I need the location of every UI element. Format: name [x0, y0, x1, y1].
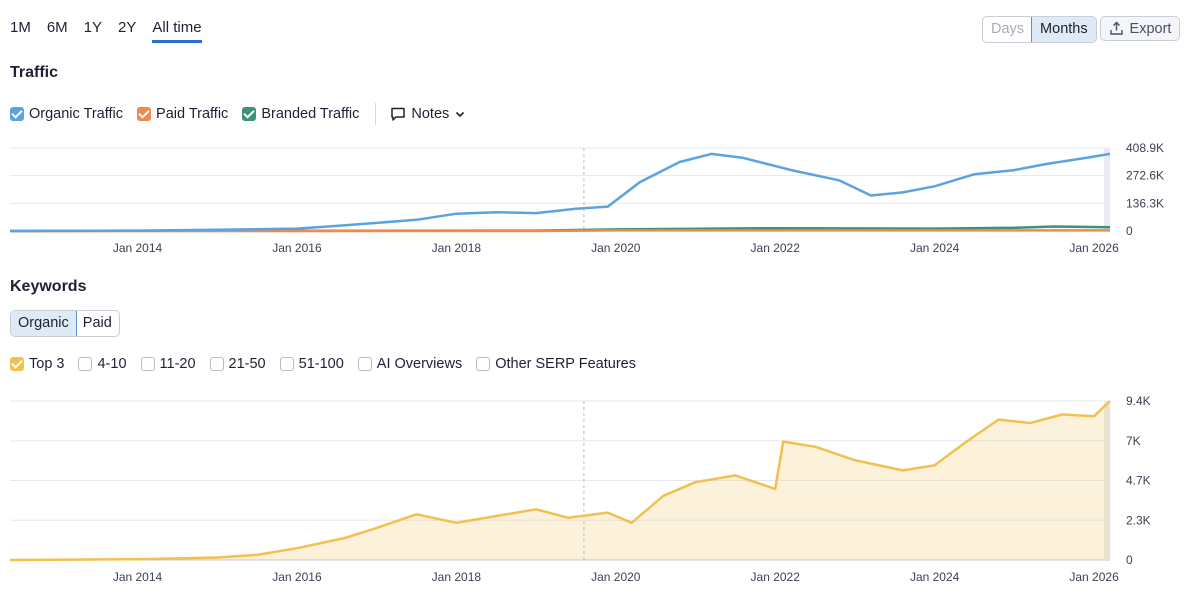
filter-51-100[interactable]: 51-100: [279, 356, 344, 372]
range-tab-all-time[interactable]: All time: [152, 19, 202, 43]
tab-organic[interactable]: Organic: [10, 311, 77, 336]
legend-divider: [375, 103, 377, 125]
checkbox-icon: [10, 107, 24, 121]
filter-21-50[interactable]: 21-50: [209, 356, 266, 372]
x-tick-label: Jan 2022: [751, 241, 801, 255]
filter-label: 51-100: [298, 356, 344, 372]
checkbox-icon: [209, 357, 224, 371]
x-tick-label: Jan 2024: [910, 570, 960, 584]
x-tick-label: Jan 2016: [272, 241, 322, 255]
checkbox-icon: [279, 357, 294, 371]
range-tab-2y[interactable]: 2Y: [118, 19, 137, 36]
x-tick-label: Jan 2018: [432, 570, 482, 584]
legend-label: Branded Traffic: [261, 106, 360, 122]
chevron-down-icon: [456, 111, 465, 118]
filter-top-3[interactable]: Top 3: [10, 356, 64, 372]
filter-4-10[interactable]: 4-10: [78, 356, 127, 372]
chart-edge-shade: [1104, 401, 1110, 560]
filter-other-serp-features[interactable]: Other SERP Features: [476, 356, 636, 372]
y-tick-label: 272.6K: [1126, 169, 1164, 183]
y-tick-label: 4.7K: [1126, 474, 1151, 488]
days-button[interactable]: Days: [991, 21, 1025, 37]
filter-label: 21-50: [228, 356, 266, 372]
x-tick-label: Jan 2026: [1069, 570, 1119, 584]
range-tab-1m[interactable]: 1M: [10, 19, 31, 36]
export-icon: [1109, 21, 1123, 35]
checkbox-icon: [137, 107, 152, 121]
y-tick-label: 9.4K: [1126, 394, 1151, 408]
x-tick-label: Jan 2026: [1069, 241, 1119, 255]
legend-label: Paid Traffic: [156, 106, 229, 122]
granularity-toggle: Days Months: [982, 16, 1097, 43]
filter-label: AI Overviews: [376, 356, 463, 372]
months-button[interactable]: Months: [1031, 17, 1096, 42]
filter-label: 4-10: [97, 356, 127, 372]
filter-11-20[interactable]: 11-20: [140, 356, 196, 372]
legend-organic-traffic[interactable]: Organic Traffic: [10, 106, 123, 122]
series-line-Organic Traffic: [9, 152, 1111, 233]
filter-label: Top 3: [29, 356, 65, 372]
notes-dropdown[interactable]: Notes: [390, 106, 466, 122]
checkbox-icon: [242, 107, 257, 121]
y-tick-label: 408.9K: [1126, 141, 1164, 155]
x-tick-label: Jan 2014: [113, 241, 163, 255]
series-line-Paid Traffic: [10, 229, 1110, 233]
legend-branded-traffic[interactable]: Branded Traffic: [242, 106, 359, 122]
checkbox-icon: [357, 357, 372, 371]
x-tick-label: Jan 2020: [591, 570, 641, 584]
range-tab-1y[interactable]: 1Y: [83, 19, 103, 36]
traffic-title: Traffic: [10, 64, 59, 81]
export-button[interactable]: Export: [1100, 16, 1180, 41]
checkbox-icon: [476, 357, 491, 371]
y-tick-label: 0: [1126, 553, 1133, 567]
x-tick-label: Jan 2024: [910, 241, 960, 255]
y-tick-label: 136.3K: [1126, 196, 1164, 210]
notes-label: Notes: [411, 106, 450, 122]
position-filters: Top 3 4-10 11-20 21-50 51-100 AI Overvie…: [10, 356, 650, 372]
series-line-Top 3: [9, 400, 1111, 562]
legend-paid-traffic[interactable]: Paid Traffic: [137, 106, 228, 122]
export-label: Export: [1129, 20, 1172, 37]
series-area-Top 3: [10, 401, 1110, 560]
range-tabs: 1M 6M 1Y 2Y All time: [10, 19, 218, 43]
tab-paid[interactable]: Paid: [82, 315, 112, 331]
keywords-title: Keywords: [10, 278, 87, 295]
comment-icon: [391, 107, 406, 121]
checkbox-icon: [140, 357, 155, 371]
y-tick-label: 7K: [1126, 434, 1141, 448]
range-tab-6m[interactable]: 6M: [46, 19, 68, 36]
chart-edge-shade: [1104, 148, 1110, 231]
filter-ai-overviews[interactable]: AI Overviews: [357, 356, 463, 372]
checkbox-icon: [10, 357, 24, 371]
x-tick-label: Jan 2020: [591, 241, 641, 255]
x-tick-label: Jan 2016: [272, 570, 322, 584]
checkbox-icon: [78, 357, 93, 371]
keywords-chart: 0 2.3K 4.7K 7K 9.4K Jan 2014 Jan 2016 Jan 2018 J…: [9, 394, 1151, 584]
filter-label: Other SERP Features: [495, 356, 636, 372]
y-tick-label: 0: [1126, 224, 1133, 238]
x-tick-label: Jan 2018: [432, 241, 482, 255]
traffic-legend: Organic Traffic Paid Traffic Branded Tra…: [10, 103, 466, 125]
keywords-type-tabs: Organic Paid: [10, 310, 120, 337]
x-tick-label: Jan 2022: [751, 570, 801, 584]
x-tick-label: Jan 2014: [113, 570, 163, 584]
filter-label: 11-20: [159, 356, 196, 372]
y-tick-label: 2.3K: [1126, 513, 1151, 527]
traffic-chart: 0 136.3K 272.6K 408.9K Jan 2014 Jan 2016 Jan 2…: [9, 141, 1164, 255]
legend-label: Organic Traffic: [29, 106, 124, 122]
